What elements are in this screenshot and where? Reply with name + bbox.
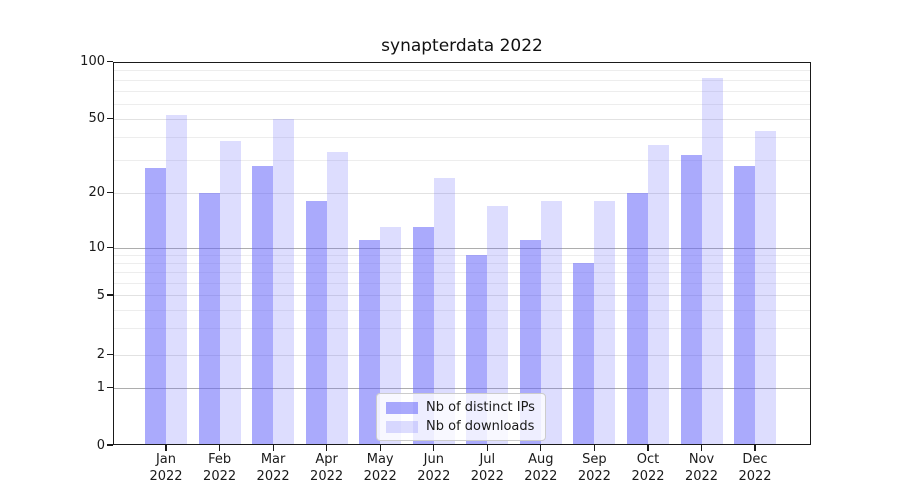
gridline-6 [113,282,811,284]
gridline-9 [113,254,811,256]
gridline-5 [113,295,811,296]
gridline-80 [113,80,811,81]
bar-downloads-oct [648,145,669,445]
x-tick-label-nov: Nov 2022 [684,452,719,484]
bar-downloads-mar [273,118,295,445]
x-tick-feb [219,445,221,451]
x-tick-label-jan: Jan 2022 [149,452,183,484]
x-tick-label-apr: Apr 2022 [310,452,344,484]
x-tick-jun [433,445,435,451]
y-tick-50 [107,117,113,120]
x-tick-sep [593,445,595,451]
x-tick-mar [272,445,274,451]
gridline-20 [113,192,811,194]
gridline-70 [113,90,811,92]
legend-label-downloads: Nb of downloads [426,419,535,434]
y-tick-label-50: 50 [88,111,105,126]
y-tick-1 [107,387,113,389]
x-tick-label-oct: Oct 2022 [631,452,665,484]
bar-downloads-jan [166,115,187,445]
legend-label-distinct-ips: Nb of distinct IPs [426,400,535,415]
y-tick-5 [107,294,113,296]
bar-downloads-jun [433,177,455,445]
y-tick-label-100: 100 [80,54,105,70]
x-tick-label-mar: Mar 2022 [256,452,290,484]
x-tick-label-feb: Feb 2022 [203,452,237,484]
legend-swatch-distinct-ips [386,401,418,414]
y-tick-label-1: 1 [96,380,105,396]
gridline-30 [113,159,811,161]
bar-distinct-ips-nov [680,154,702,445]
y-tick-label-2: 2 [96,347,105,363]
bar-distinct-ips-mar [252,165,274,445]
x-tick-label-sep: Sep 2022 [577,452,611,484]
legend-item-downloads: Nb of downloads [386,419,537,434]
gridline-100 [113,61,811,63]
chart-title: synapterdata 2022 [381,36,543,56]
bar-distinct-ips-jan [145,168,166,445]
y-tick-label-0: 0 [96,437,105,453]
y-tick-0 [107,444,113,446]
x-tick-jul [486,445,488,451]
bar-downloads-apr [326,152,348,445]
gridline-3 [113,328,811,330]
x-tick-label-may: May 2022 [363,452,397,484]
bar-distinct-ips-sep [573,262,595,445]
gridline-4 [113,309,811,311]
gridline-1 [113,387,811,389]
x-tick-may [379,445,381,451]
gridline-8 [113,262,811,264]
bar-downloads-may [380,226,402,445]
bar-distinct-ips-oct [627,192,648,445]
x-tick-label-jul: Jul 2022 [470,452,504,484]
y-tick-20 [107,192,113,194]
bar-downloads-jul [487,205,509,445]
gridline-7 [113,272,811,273]
bar-distinct-ips-may [359,240,381,445]
legend: Nb of distinct IPs Nb of downloads [376,393,546,441]
y-tick-100 [107,61,113,63]
bar-distinct-ips-feb [198,192,220,445]
x-tick-aug [540,445,542,451]
gridline-90 [113,70,811,72]
bar-downloads-dec [755,130,776,445]
y-tick-label-5: 5 [96,287,105,303]
x-tick-label-jun: Jun 2022 [417,452,451,484]
gridline-10 [113,247,811,249]
x-tick-dec [754,445,756,451]
y-tick-2 [107,354,113,356]
gridline-2 [113,354,811,356]
y-tick-10 [107,247,113,249]
bar-distinct-ips-dec [734,165,755,445]
x-tick-oct [647,445,649,451]
bar-distinct-ips-jun [412,226,434,445]
y-tick-label-10: 10 [88,240,105,256]
bar-downloads-aug [540,201,562,445]
y-tick-label-20: 20 [88,185,105,201]
gridline-60 [113,103,811,105]
gridline-50 [113,118,811,120]
x-tick-nov [700,445,703,451]
x-tick-label-aug: Aug 2022 [524,452,558,484]
x-tick-jan [165,445,167,451]
gridline-40 [113,136,811,138]
legend-swatch-downloads [386,420,418,433]
legend-item-distinct-ips: Nb of distinct IPs [386,400,537,415]
bar-downloads-feb [219,140,241,445]
bar-downloads-nov [701,78,723,445]
x-tick-apr [326,445,328,451]
x-tick-label-dec: Dec 2022 [738,452,772,484]
bar-downloads-sep [594,201,616,445]
bar-distinct-ips-apr [305,201,327,445]
